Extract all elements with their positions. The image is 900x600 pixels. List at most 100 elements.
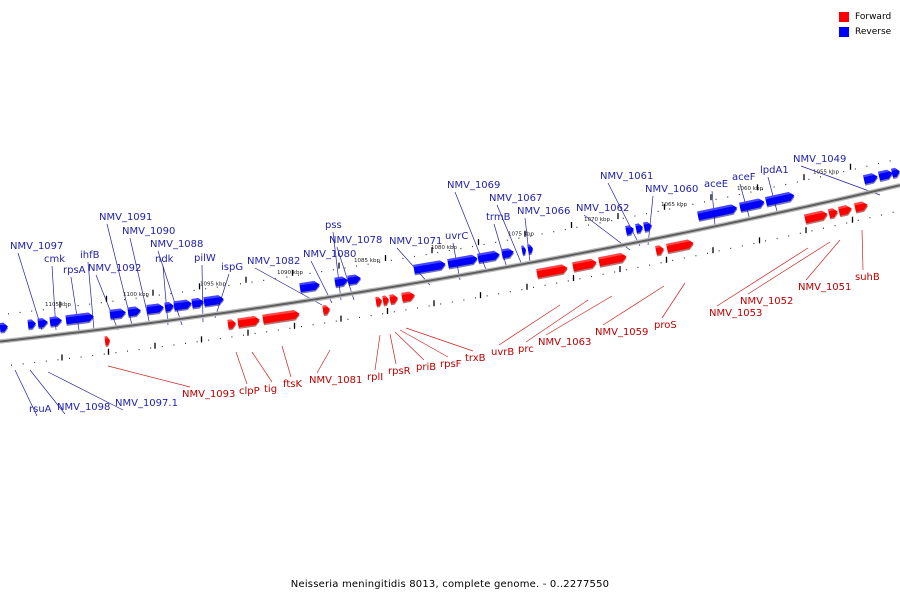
forward-gene-label[interactable]: NMV_1052 [740,296,793,307]
forward-gene-label[interactable]: rplI [367,372,383,383]
forward-gene-feature[interactable] [375,296,383,308]
forward-gene-label[interactable]: uvrB [491,347,514,358]
reverse-gene-feature[interactable] [447,254,478,270]
reverse-gene-feature[interactable] [625,225,635,237]
reverse-gene-feature[interactable] [877,169,894,183]
forward-gene-label[interactable]: NMV_1081 [309,375,362,386]
forward-gene-label[interactable]: prc [518,344,534,355]
reverse-gene-label[interactable]: cmk [44,254,65,265]
forward-gene-label[interactable]: NMV_1053 [709,308,762,319]
reverse-gene-label[interactable]: ihfB [80,250,100,261]
reverse-gene-feature[interactable] [0,322,9,334]
reverse-gene-label[interactable]: ispG [221,262,243,273]
reverse-gene-feature[interactable] [890,167,900,180]
reverse-gene-feature[interactable] [334,276,349,289]
ruler-dot [857,219,859,221]
ruler-dot [382,313,384,315]
reverse-gene-label[interactable]: NMV_1088 [150,239,203,250]
reverse-gene-label[interactable]: NMV_1078 [329,235,382,246]
reverse-gene-feature[interactable] [521,245,527,257]
reverse-gene-label[interactable]: NMV_1069 [447,180,500,191]
reverse-gene-label[interactable]: NMV_1080 [303,249,356,260]
reverse-gene-label[interactable]: NMV_1082 [247,256,300,267]
forward-gene-feature[interactable] [536,263,568,280]
forward-gene-feature[interactable] [572,258,598,273]
reverse-gene-label[interactable]: NMV_1091 [99,212,152,223]
forward-gene-feature[interactable] [828,207,839,220]
reverse-gene-feature[interactable] [765,191,796,208]
forward-gene-feature[interactable] [804,210,829,225]
reverse-gene-feature[interactable] [203,294,225,308]
reverse-gene-feature[interactable] [413,259,446,276]
reverse-gene-feature[interactable] [635,223,644,235]
reverse-gene-label[interactable]: ndk [155,254,174,265]
reverse-gene-feature[interactable] [173,299,193,312]
forward-gene-label[interactable]: rpsR [388,366,411,377]
reverse-gene-label[interactable]: NMV_1060 [645,184,698,195]
reverse-gene-label[interactable]: NMV_1049 [793,154,846,165]
forward-gene-label[interactable]: proS [654,320,677,331]
forward-gene-feature[interactable] [104,336,111,347]
reverse-gene-feature[interactable] [37,317,49,330]
reverse-gene-feature[interactable] [477,250,501,265]
reverse-gene-feature[interactable] [146,303,165,316]
reverse-gene-label[interactable]: aceE [704,179,728,190]
reverse-gene-feature[interactable] [109,308,127,321]
forward-gene-label[interactable]: NMV_1059 [595,327,648,338]
forward-gene-feature[interactable] [382,295,390,307]
reverse-gene-feature[interactable] [527,244,534,256]
reverse-gene-label[interactable]: rsuA [29,404,52,415]
reverse-gene-label[interactable]: pss [325,220,342,231]
reverse-gene-feature[interactable] [739,197,766,214]
reverse-gene-feature[interactable] [299,280,321,294]
forward-gene-label[interactable]: rpsF [440,359,462,370]
reverse-gene-label[interactable]: NMV_1062 [576,203,629,214]
reverse-gene-label[interactable]: NMV_1067 [489,193,542,204]
reverse-gene-feature[interactable] [49,316,63,328]
reverse-gene-label[interactable]: NMV_1098 [57,402,110,413]
forward-gene-feature[interactable] [322,305,331,317]
reverse-gene-feature[interactable] [862,172,879,186]
reverse-gene-label[interactable]: NMV_1092 [88,263,141,274]
reverse-gene-feature[interactable] [643,221,653,233]
reverse-gene-feature[interactable] [191,297,205,310]
reverse-gene-label[interactable]: aceF [732,172,756,183]
reverse-gene-label[interactable]: NMV_1097.1 [115,398,178,409]
reverse-gene-feature[interactable] [501,247,515,260]
forward-gene-feature[interactable] [237,315,260,329]
reverse-gene-label[interactable]: lpdA1 [760,165,789,176]
forward-gene-label[interactable]: priB [416,362,436,373]
reverse-gene-label[interactable]: trmB [486,212,511,223]
forward-gene-feature[interactable] [227,319,237,331]
reverse-gene-feature[interactable] [697,203,738,222]
reverse-gene-label[interactable]: NMV_1071 [389,236,442,247]
forward-gene-feature[interactable] [666,238,695,255]
forward-gene-feature[interactable] [401,291,416,304]
reverse-gene-label[interactable]: NMV_1061 [600,171,653,182]
forward-gene-feature[interactable] [655,245,665,257]
reverse-gene-label[interactable]: NMV_1066 [517,206,570,217]
reverse-gene-feature[interactable] [164,301,175,314]
forward-gene-label[interactable]: clpP [239,386,260,397]
forward-gene-label[interactable]: suhB [855,272,880,283]
forward-gene-feature[interactable] [853,200,869,214]
reverse-gene-label[interactable]: NMV_1097 [10,241,63,252]
reverse-gene-feature[interactable] [347,274,362,287]
forward-gene-label[interactable]: NMV_1093 [182,389,235,400]
forward-gene-label[interactable]: ftsK [283,379,302,390]
reverse-gene-feature[interactable] [27,319,37,331]
forward-gene-label[interactable]: NMV_1063 [538,337,591,348]
forward-gene-feature[interactable] [838,204,853,218]
forward-gene-feature[interactable] [389,294,399,306]
reverse-gene-label[interactable]: NMV_1090 [122,226,175,237]
forward-gene-feature[interactable] [598,252,628,268]
forward-gene-feature[interactable] [262,309,300,326]
forward-gene-label[interactable]: tig [264,384,277,395]
forward-gene-label[interactable]: trxB [465,353,486,364]
forward-gene-label[interactable]: NMV_1051 [798,282,851,293]
reverse-gene-feature[interactable] [65,312,94,326]
reverse-gene-feature[interactable] [127,306,142,319]
reverse-gene-label[interactable]: pilW [194,253,216,264]
reverse-gene-label[interactable]: rpsA [63,265,86,276]
reverse-gene-label[interactable]: uvrC [445,231,468,242]
